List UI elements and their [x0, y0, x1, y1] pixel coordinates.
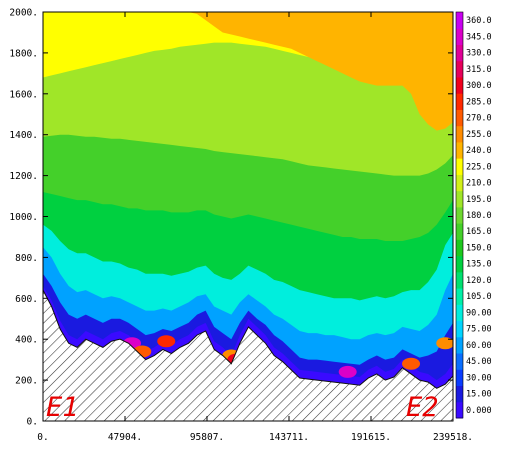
- y-tick-label-9: 1800.: [9, 48, 38, 59]
- colorbar-swatch-3: [456, 353, 463, 370]
- colorbar-label-9: 135.0: [466, 260, 492, 270]
- colorbar-swatch-4: [456, 336, 463, 354]
- colorbar-swatch-19: [456, 93, 463, 110]
- colorbar-label-1: 15.00: [466, 390, 492, 400]
- y-tick-label-2: 400.: [15, 335, 38, 346]
- colorbar-label-2: 30.00: [466, 373, 492, 383]
- colorbar-swatch-20: [456, 76, 463, 94]
- colorbar-swatch-18: [456, 109, 463, 127]
- colorbar-label-14: 210.0: [466, 179, 492, 189]
- y-tick-label-5: 1000.: [9, 212, 38, 223]
- colorbar-label-21: 315.0: [466, 65, 492, 75]
- colorbar-swatch-17: [456, 125, 463, 143]
- colorbar: 0.000 15.00 30.00 45.00 60.00 75.00 90.00 105.0…: [455, 11, 492, 419]
- annotation-e2: E2: [406, 392, 439, 423]
- contour-band-240: [43, 12, 453, 131]
- colorbar-label-20: 300.0: [466, 81, 492, 91]
- colorbar-swatch-7: [456, 288, 463, 305]
- colorbar-swatch-15: [456, 158, 463, 175]
- colorbar-swatch-14: [456, 174, 463, 192]
- colorbar-label-22: 330.0: [466, 49, 492, 59]
- y-tick-label-10: 2000.: [9, 8, 38, 19]
- colorbar-label-11: 165.0: [466, 227, 492, 237]
- annotations: E1 E2: [46, 392, 439, 423]
- colorbar-label-23: 345.0: [466, 32, 492, 42]
- x-tick-label-5: 239518.: [433, 432, 473, 443]
- colorbar-label-17: 255.0: [466, 130, 492, 140]
- colorbar-swatch-23: [456, 28, 463, 45]
- y-tick-label-8: 1600.: [9, 89, 38, 100]
- colorbar-swatch-8: [456, 271, 463, 289]
- colorbar-swatch-2: [456, 369, 463, 387]
- colorbar-label-24: 360.0: [466, 16, 492, 26]
- colorbar-label-18: 270.0: [466, 114, 492, 124]
- plot-area: [43, 12, 453, 421]
- colorbar-swatch-22: [456, 44, 463, 62]
- colorbar-swatch-1: [456, 385, 463, 403]
- colorbar-swatch-5: [456, 320, 463, 338]
- colorbar-frame: [455, 11, 464, 419]
- colorbar-label-12: 180.0: [466, 211, 492, 221]
- colorbar-swatch-13: [456, 190, 463, 208]
- colorbar-swatch-0: [456, 401, 463, 419]
- y-tick-label-6: 1200.: [9, 171, 38, 182]
- x-tick-label-0: 0.: [37, 432, 48, 443]
- colorbar-label-19: 285.0: [466, 97, 492, 107]
- hotspot-5: [338, 365, 357, 378]
- colorbar-label-15: 225.0: [466, 162, 492, 172]
- colorbar-swatch-11: [456, 223, 463, 240]
- colorbar-swatch-12: [456, 206, 463, 224]
- y-tick-label-4: 800.: [15, 253, 38, 264]
- y-tick-label-0: 0.: [27, 417, 38, 428]
- colorbar-label-8: 120.0: [466, 276, 492, 286]
- y-tick-label-3: 600.: [15, 294, 38, 305]
- x-tick-label-3: 143711.: [269, 432, 309, 443]
- colorbar-swatch-6: [456, 304, 463, 322]
- colorbar-label-5: 75.00: [466, 325, 492, 335]
- annotation-e1: E1: [46, 392, 79, 423]
- colorbar-label-4: 60.00: [466, 341, 492, 351]
- colorbar-label-3: 45.00: [466, 357, 492, 367]
- colorbar-swatch-10: [456, 239, 463, 257]
- colorbar-swatch-21: [456, 60, 463, 78]
- x-axis: 0. 47904. 95807. 143711. 191615. 239518.: [37, 12, 473, 443]
- colorbar-swatch-24: [456, 12, 463, 29]
- hotspot-7: [436, 337, 453, 350]
- terrain-profile: [43, 289, 453, 421]
- y-axis: 0. 200. 400. 600. 800. 1000. 1200. 1400. 1600. 18…: [9, 8, 453, 428]
- x-tick-label-4: 191615.: [351, 432, 391, 443]
- x-tick-label-1: 47904.: [108, 432, 142, 443]
- hotspot-6: [402, 357, 421, 370]
- colorbar-label-13: 195.0: [466, 195, 492, 205]
- colorbar-label-7: 105.0: [466, 292, 492, 302]
- colorbar-label-0: 0.000: [466, 406, 492, 416]
- colorbar-swatch-16: [456, 141, 463, 159]
- colorbar-label-10: 150.0: [466, 243, 492, 253]
- y-tick-label-7: 1400.: [9, 130, 38, 141]
- y-tick-label-1: 200.: [15, 376, 38, 387]
- colorbar-label-16: 240.0: [466, 146, 492, 156]
- x-tick-label-2: 95807.: [190, 432, 224, 443]
- colorbar-label-6: 90.00: [466, 308, 492, 318]
- hotspot-2: [157, 335, 176, 348]
- colorbar-swatch-9: [456, 255, 463, 273]
